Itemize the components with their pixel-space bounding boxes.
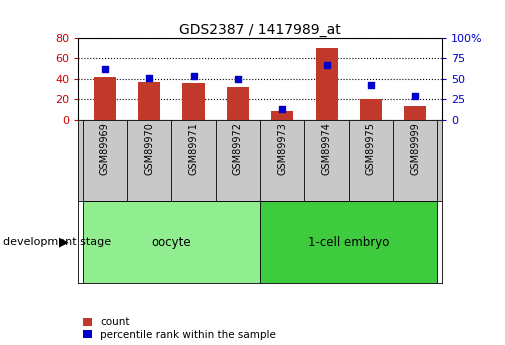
Text: GSM89970: GSM89970 <box>144 122 154 175</box>
Bar <box>260 201 437 283</box>
Point <box>323 62 331 68</box>
Bar <box>138 82 160 120</box>
Bar <box>271 111 293 120</box>
Point <box>234 76 242 81</box>
Text: GSM89969: GSM89969 <box>100 122 110 175</box>
Bar <box>227 87 249 120</box>
Bar <box>182 83 205 120</box>
Text: 1-cell embryo: 1-cell embryo <box>308 236 389 249</box>
Bar <box>83 201 260 283</box>
Text: development stage: development stage <box>3 237 111 247</box>
Point <box>367 82 375 88</box>
Text: GSM89973: GSM89973 <box>277 122 287 175</box>
Text: ▶: ▶ <box>59 236 68 249</box>
Text: oocyte: oocyte <box>152 236 191 249</box>
Point <box>101 66 109 72</box>
Bar <box>94 77 116 120</box>
Text: GSM89972: GSM89972 <box>233 122 243 175</box>
Point <box>411 93 419 99</box>
Bar <box>360 99 382 120</box>
Point <box>278 106 286 112</box>
Text: GSM89999: GSM89999 <box>410 122 420 175</box>
Text: GSM89974: GSM89974 <box>322 122 332 175</box>
Point <box>189 73 197 78</box>
Point <box>145 75 153 81</box>
Text: GSM89975: GSM89975 <box>366 122 376 175</box>
Bar <box>404 106 426 120</box>
Title: GDS2387 / 1417989_at: GDS2387 / 1417989_at <box>179 23 341 37</box>
Text: GSM89971: GSM89971 <box>188 122 198 175</box>
Legend: count, percentile rank within the sample: count, percentile rank within the sample <box>83 317 276 340</box>
Bar <box>316 48 338 120</box>
